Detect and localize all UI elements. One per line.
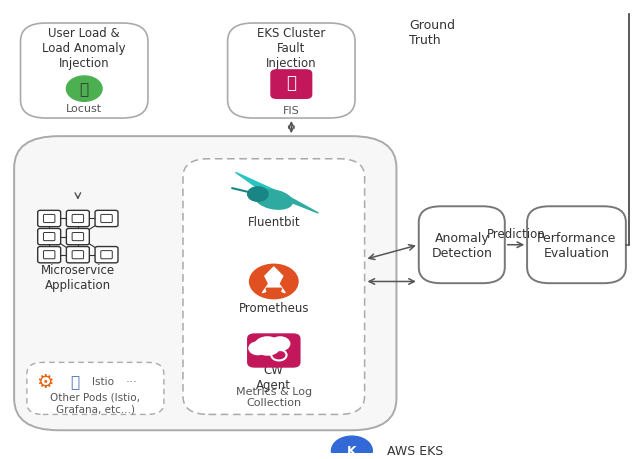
FancyBboxPatch shape [183, 159, 365, 414]
FancyBboxPatch shape [247, 334, 301, 368]
FancyBboxPatch shape [44, 233, 55, 241]
Text: Microservice
Application: Microservice Application [41, 264, 115, 291]
Ellipse shape [255, 190, 292, 210]
FancyBboxPatch shape [95, 211, 118, 227]
Text: Fluentbit: Fluentbit [248, 215, 300, 228]
Text: 🌩: 🌩 [286, 74, 296, 92]
FancyBboxPatch shape [72, 233, 84, 241]
FancyBboxPatch shape [44, 251, 55, 259]
FancyBboxPatch shape [14, 137, 396, 431]
FancyBboxPatch shape [228, 24, 355, 119]
FancyBboxPatch shape [20, 24, 148, 119]
Circle shape [250, 265, 298, 299]
FancyBboxPatch shape [270, 70, 312, 100]
FancyBboxPatch shape [38, 229, 61, 245]
FancyBboxPatch shape [72, 215, 84, 223]
Text: Prometheus: Prometheus [239, 302, 309, 314]
Circle shape [332, 436, 372, 459]
Text: Other Pods (Istio,
Grafana, etc...): Other Pods (Istio, Grafana, etc...) [51, 392, 140, 414]
Text: Prediction: Prediction [486, 227, 545, 241]
Text: AWS EKS: AWS EKS [387, 444, 443, 457]
Polygon shape [290, 198, 319, 213]
Text: FIS: FIS [283, 106, 300, 116]
Text: ⚙: ⚙ [36, 372, 54, 391]
Polygon shape [266, 289, 282, 293]
FancyBboxPatch shape [38, 211, 61, 227]
FancyBboxPatch shape [100, 215, 112, 223]
FancyBboxPatch shape [67, 211, 90, 227]
FancyBboxPatch shape [44, 215, 55, 223]
Text: ···: ··· [126, 375, 138, 388]
FancyBboxPatch shape [527, 207, 626, 284]
Text: EKS Cluster
Fault
Injection: EKS Cluster Fault Injection [257, 28, 326, 70]
FancyBboxPatch shape [100, 251, 112, 259]
Circle shape [255, 337, 280, 355]
Circle shape [271, 337, 290, 351]
Circle shape [67, 77, 102, 102]
Text: K: K [347, 444, 356, 457]
Text: User Load &
Load Anomaly
Injection: User Load & Load Anomaly Injection [42, 28, 126, 70]
Polygon shape [236, 173, 280, 196]
FancyBboxPatch shape [419, 207, 505, 284]
Text: Metrics & Log
Collection: Metrics & Log Collection [236, 386, 312, 407]
Circle shape [249, 342, 267, 355]
Circle shape [248, 187, 268, 202]
Text: Locust: Locust [66, 104, 102, 114]
Text: Anomaly
Detection: Anomaly Detection [431, 231, 492, 259]
FancyBboxPatch shape [27, 363, 164, 414]
FancyBboxPatch shape [67, 229, 90, 245]
Text: Performance
Evaluation: Performance Evaluation [537, 231, 616, 259]
Text: CW
Agent: CW Agent [256, 363, 291, 391]
FancyBboxPatch shape [67, 247, 90, 263]
Text: Istio: Istio [92, 376, 115, 386]
Text: 🦗: 🦗 [79, 82, 89, 97]
FancyBboxPatch shape [72, 251, 84, 259]
FancyBboxPatch shape [38, 247, 61, 263]
FancyBboxPatch shape [95, 247, 118, 263]
Text: ⛵: ⛵ [70, 374, 79, 389]
Text: Ground
Truth: Ground Truth [409, 19, 455, 47]
Polygon shape [262, 268, 285, 293]
